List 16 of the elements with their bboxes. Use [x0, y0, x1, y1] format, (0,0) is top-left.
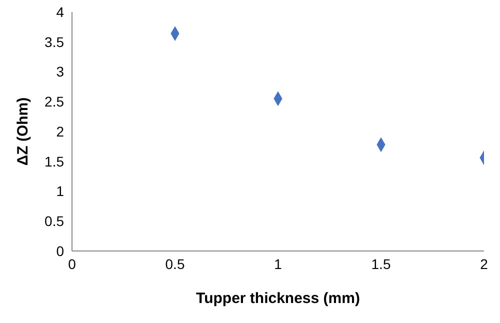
y-tick-label: 2.5 [44, 94, 64, 110]
x-tick-label: 1.5 [371, 256, 391, 272]
x-tick-label: 0 [68, 256, 76, 272]
y-tick-label: 4 [56, 4, 64, 20]
y-tick-label: 3 [56, 64, 64, 80]
y-tick-label: 1 [56, 183, 64, 200]
y-tick-label: 0 [56, 242, 64, 259]
x-tick-label: 1 [274, 256, 282, 272]
x-tick-label: 2 [480, 256, 488, 272]
x-tick-label: 0.5 [165, 256, 185, 272]
x-axis-title: Tupper thickness (mm) [196, 290, 360, 307]
y-tick-label: 2 [56, 123, 64, 140]
y-axis-title: ΔZ (Ohm) [14, 97, 32, 166]
y-tick-label: 3.5 [44, 34, 64, 50]
y-tick-label: 1.5 [44, 153, 64, 170]
y-tick-label: 0.5 [44, 213, 64, 230]
